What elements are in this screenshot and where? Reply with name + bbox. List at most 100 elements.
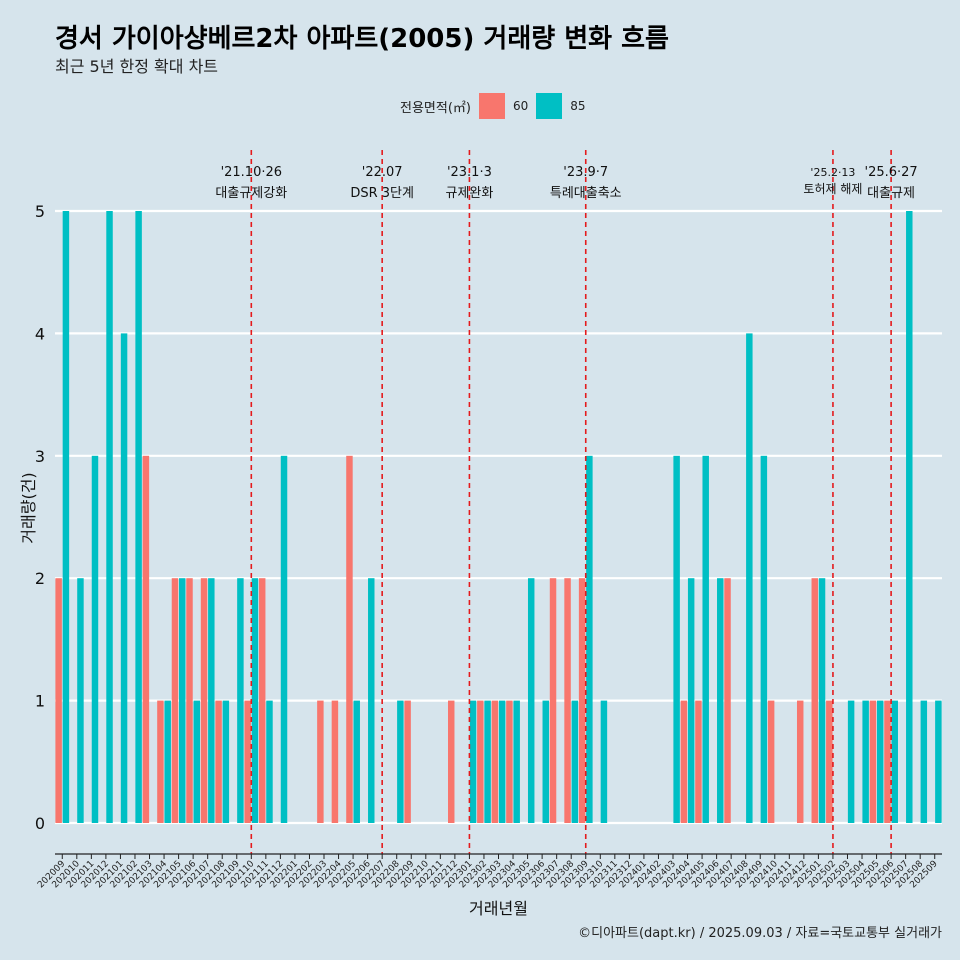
legend-label-60: 60 xyxy=(512,99,529,113)
bar-85-202105 xyxy=(178,578,186,823)
bar-60-202108 xyxy=(215,700,222,823)
bar-85-202101 xyxy=(120,333,128,823)
bar-85-202109 xyxy=(237,578,244,823)
bar-60-202212 xyxy=(448,700,455,823)
bar-85-202011 xyxy=(91,455,99,823)
annotation-date-202301: '23.1·3 xyxy=(447,165,492,180)
y-tick-label-1: 1 xyxy=(35,692,45,711)
bar-85-202110 xyxy=(251,578,259,823)
y-tick-label-2: 2 xyxy=(35,569,45,588)
bar-60-202110 xyxy=(244,700,251,823)
bar-85-202303 xyxy=(498,700,506,823)
annotation-date-202207: '22.07 xyxy=(362,165,403,180)
bar-85-202102 xyxy=(135,211,142,823)
x-axis-title: 거래년월 xyxy=(469,899,528,918)
bar-85-202310 xyxy=(600,700,608,823)
bar-85-202302 xyxy=(484,700,491,823)
bar-85-202403 xyxy=(673,455,680,823)
bar-85-202301 xyxy=(469,700,477,823)
bar-60-202501 xyxy=(811,578,819,823)
legend-label-85: 85 xyxy=(570,99,586,113)
chart-caption: ©디아파트(dapt.kr) / 2025.09.03 / 자료=국토교통부 실… xyxy=(578,926,942,941)
y-tick-label-5: 5 xyxy=(35,202,45,221)
bar-60-202205 xyxy=(346,455,353,823)
bar-85-202507 xyxy=(906,211,913,823)
bar-85-202208 xyxy=(397,700,404,823)
annotation-date-202110: '21.10·26 xyxy=(221,165,282,180)
bar-60-202303 xyxy=(491,700,499,823)
bar-85-202508 xyxy=(920,700,928,823)
bar-60-202104 xyxy=(157,700,164,823)
y-tick-label-3: 3 xyxy=(35,447,45,466)
bar-60-202106 xyxy=(186,578,193,823)
bar-85-202009 xyxy=(62,211,70,823)
bar-85-202104 xyxy=(164,700,171,823)
bar-60-202203 xyxy=(317,700,324,823)
bar-60-202309 xyxy=(578,578,586,823)
annotation-label-202301: 규제완화 xyxy=(445,186,493,201)
bar-60-202204 xyxy=(331,700,339,823)
bar-60-202407 xyxy=(724,578,731,823)
bar-85-202112 xyxy=(280,455,288,823)
bar-85-202506 xyxy=(891,700,898,823)
bar-60-202105 xyxy=(171,578,179,823)
bar-85-202409 xyxy=(760,455,768,823)
bar-85-202304 xyxy=(513,700,520,823)
bar-60-202304 xyxy=(506,700,513,823)
bar-85-202406 xyxy=(717,578,724,823)
legend-swatch-85 xyxy=(536,93,563,119)
annotation-date-202309: '23.9·7 xyxy=(563,165,608,180)
bar-85-202106 xyxy=(193,700,201,823)
annotation-label-202207: DSR 3단계 xyxy=(350,186,414,201)
bar-85-202505 xyxy=(876,700,884,823)
bar-60-202502 xyxy=(826,700,833,823)
bar-60-202405 xyxy=(695,700,702,823)
bar-60-202412 xyxy=(796,700,804,823)
chart-subtitle: 최근 5년 한정 확대 차트 xyxy=(55,57,219,76)
bar-85-202309 xyxy=(586,455,593,823)
bar-60-202103 xyxy=(142,455,150,823)
bar-85-202503 xyxy=(847,700,855,823)
bar-85-202509 xyxy=(935,700,942,823)
annotation-label-202309: 특례대출축소 xyxy=(550,186,622,201)
y-tick-label-4: 4 xyxy=(35,324,45,343)
annotation-date-202506: '25.6·27 xyxy=(865,165,918,180)
annotation-label-202502: 토허제 해제 xyxy=(803,182,862,196)
y-tick-label-0: 0 xyxy=(35,814,45,833)
bar-85-202012 xyxy=(106,211,113,823)
bar-85-202107 xyxy=(208,578,215,823)
bar-60-202111 xyxy=(258,578,266,823)
annotation-label-202506: 대출규제 xyxy=(867,186,915,201)
y-axis-title: 거래량(건) xyxy=(19,472,38,543)
bar-85-202305 xyxy=(527,578,535,823)
bar-60-202107 xyxy=(200,578,208,823)
bar-60-202506 xyxy=(884,700,891,823)
bar-85-202205 xyxy=(353,700,360,823)
bar-60-202307 xyxy=(549,578,557,823)
bar-85-202501 xyxy=(818,578,826,823)
bar-60-202308 xyxy=(564,578,571,823)
bar-85-202108 xyxy=(222,700,230,823)
bar-85-202206 xyxy=(368,578,375,823)
annotation-date-202502: '25.2·13 xyxy=(810,166,855,179)
bar-60-202505 xyxy=(869,700,877,823)
bar-85-202404 xyxy=(687,578,695,823)
bar-85-202408 xyxy=(746,333,753,823)
bar-85-202308 xyxy=(571,700,579,823)
bar-85-202306 xyxy=(542,700,549,823)
chart-title: 경서 가이아샹베르2차 아파트(2005) 거래량 변화 흐름 xyxy=(55,24,669,54)
bar-85-202405 xyxy=(702,455,709,823)
bar-85-202111 xyxy=(266,700,273,823)
bar-60-202209 xyxy=(404,700,411,823)
legend-swatch-60 xyxy=(478,93,505,119)
bar-60-202009 xyxy=(55,578,62,823)
bar-85-202010 xyxy=(77,578,84,823)
bar-60-202302 xyxy=(477,700,484,823)
legend: 전용면적(㎡) 60 85 xyxy=(400,93,594,119)
legend-title: 전용면적(㎡) xyxy=(400,100,471,116)
annotation-label-202110: 대출규제강화 xyxy=(215,186,287,201)
bar-60-202410 xyxy=(767,700,775,823)
bar-85-202504 xyxy=(862,700,869,823)
bar-60-202404 xyxy=(680,700,688,823)
